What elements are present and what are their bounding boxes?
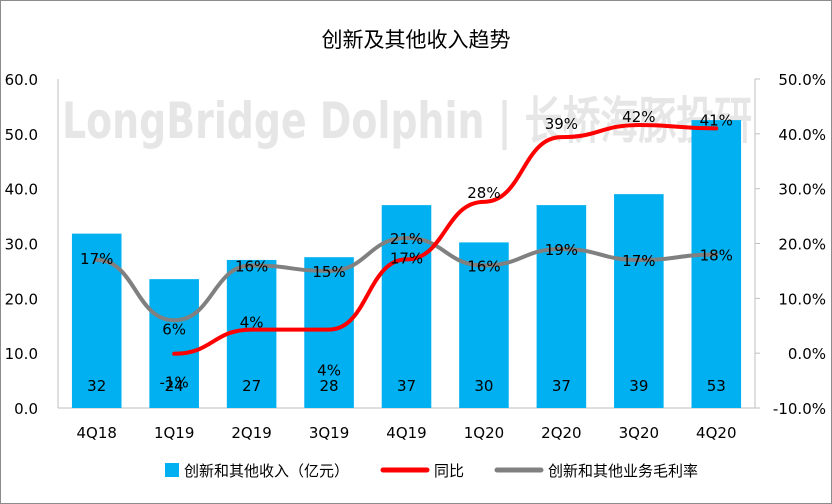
left-tick-label: 50.0 [5, 126, 38, 144]
x-tick-label: 2Q19 [231, 424, 271, 442]
margin-data-label: 15% [312, 263, 345, 281]
margin-data-label: 16% [467, 257, 500, 275]
left-tick-label: 0.0 [14, 400, 38, 418]
bar-value-label: 37 [552, 377, 571, 395]
left-tick-label: 60.0 [5, 71, 38, 89]
bar-1Q20 [459, 242, 509, 408]
margin-data-label: 19% [545, 241, 578, 259]
bar-3Q20 [614, 194, 664, 408]
margin-data-label: 16% [235, 257, 268, 275]
series-line-margin [94, 236, 719, 323]
right-tick-label: 40.0% [778, 126, 826, 144]
right-tick-label: 20.0% [778, 236, 826, 254]
x-tick-label: 4Q18 [77, 424, 117, 442]
left-tick-label: 30.0 [5, 236, 38, 254]
yoy-data-label: 41% [700, 111, 733, 129]
yoy-data-label: 4% [317, 362, 341, 380]
margin-data-label: 17% [80, 250, 113, 268]
bar-3Q19 [304, 257, 354, 408]
x-tick-label: 3Q20 [619, 424, 659, 442]
bar-value-label: 39 [629, 377, 648, 395]
right-tick-label: -10.0% [773, 400, 826, 418]
watermark-text: LongBridge Dolphin | 长桥海豚投研 [62, 92, 752, 150]
legend-label-yoy: 同比 [434, 462, 464, 480]
margin-data-label: 18% [700, 246, 733, 264]
left-tick-label: 20.0 [5, 290, 38, 308]
yoy-data-label: -1% [160, 374, 189, 392]
chart-title: 创新及其他收入趋势 [322, 28, 511, 52]
margin-data-label: 17% [622, 252, 655, 270]
legend-label-margin: 创新和其他业务毛利率 [548, 462, 698, 480]
bar-2Q20 [536, 205, 587, 408]
bar-2Q19 [226, 259, 277, 408]
x-tick-label: 2Q20 [541, 424, 581, 442]
x-tick-label: 4Q19 [386, 424, 426, 442]
yoy-data-label: 42% [622, 108, 655, 126]
bar-value-label: 24 [165, 377, 184, 395]
bar-value-label: 28 [320, 377, 339, 395]
bar-value-label: 27 [242, 377, 261, 395]
legend-swatch-revenue [165, 463, 179, 477]
bar-4Q20 [691, 120, 742, 408]
left-tick-label: 40.0 [5, 181, 38, 199]
right-tick-label: 0.0% [788, 345, 826, 363]
right-tick-label: 50.0% [778, 71, 826, 89]
yoy-data-label: 39% [545, 115, 578, 133]
legend-label-revenue: 创新和其他收入（亿元） [184, 462, 349, 480]
series-line-yoy [172, 123, 719, 356]
bar-value-label: 30 [474, 377, 493, 395]
yoy-data-label: 4% [240, 314, 264, 332]
bar-1Q19 [149, 279, 199, 408]
left-tick-label: 10.0 [5, 345, 38, 363]
right-tick-label: 30.0% [778, 181, 826, 199]
bar-value-label: 32 [87, 377, 106, 395]
yoy-data-label: 28% [467, 184, 500, 202]
yoy-data-label: 17% [390, 249, 423, 267]
bar-value-label: 37 [397, 377, 416, 395]
x-tick-label: 3Q19 [309, 424, 349, 442]
margin-data-label: 21% [390, 230, 423, 248]
bar-value-label: 53 [707, 377, 726, 395]
x-tick-label: 1Q20 [464, 424, 504, 442]
x-tick-label: 4Q20 [696, 424, 736, 442]
x-tick-label: 1Q19 [154, 424, 194, 442]
right-tick-label: 10.0% [778, 290, 826, 308]
margin-data-label: 6% [162, 320, 186, 338]
